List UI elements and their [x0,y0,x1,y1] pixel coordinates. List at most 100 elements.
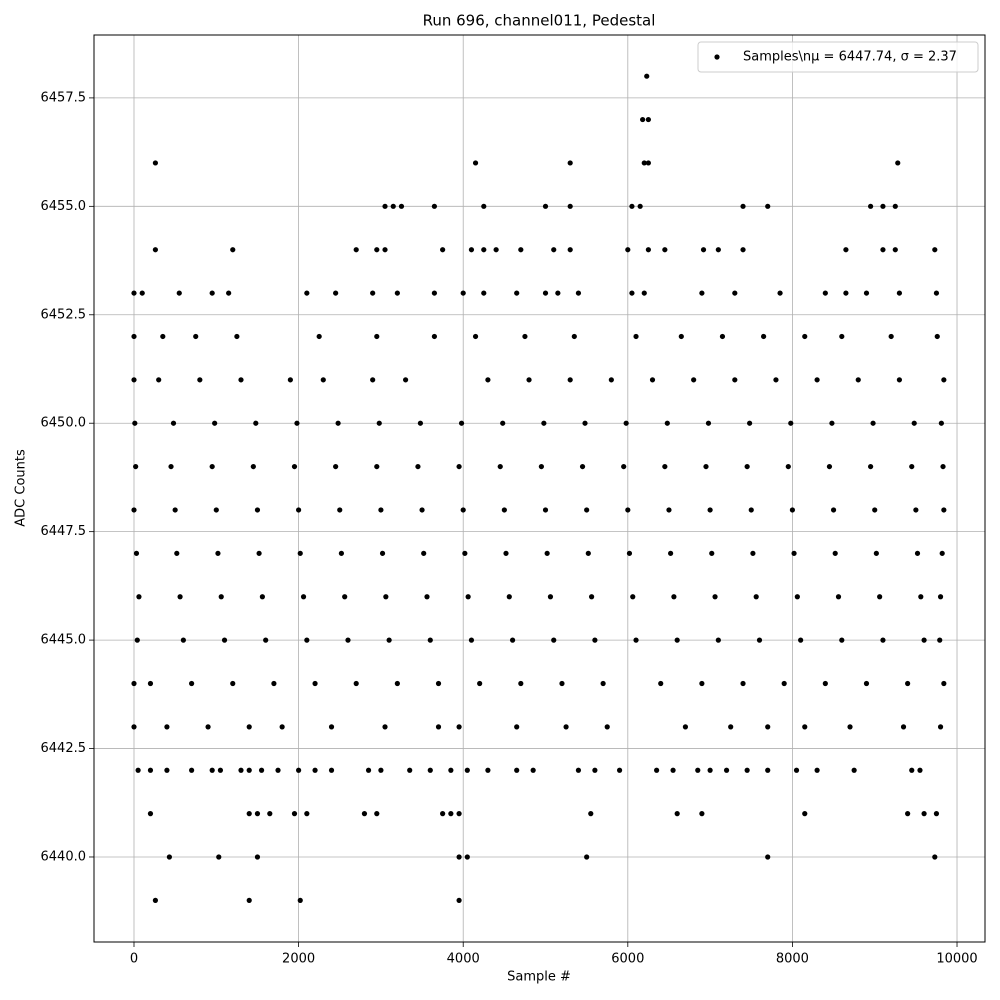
series [131,73,947,903]
point [600,680,606,687]
point [765,724,771,730]
point [905,811,911,817]
point [304,637,310,643]
point [238,377,244,383]
point [765,203,771,209]
point [835,594,842,600]
point [794,594,800,600]
point [501,507,507,513]
point [131,333,137,340]
point [338,550,344,556]
point [567,203,573,209]
point [791,550,797,556]
point [832,550,838,556]
point [918,594,924,600]
x-tick-label: 6000 [611,952,644,967]
point [781,680,787,687]
point [814,377,820,383]
point [481,247,487,253]
point [592,637,598,643]
point [880,247,886,253]
point [164,767,170,773]
point [629,203,635,209]
point [937,594,944,600]
point [909,767,915,773]
point [365,767,372,773]
point [215,550,221,556]
point [522,333,528,340]
point [472,160,479,166]
point [785,463,791,470]
point [641,160,647,166]
point [160,333,166,340]
point [567,247,573,253]
point [131,724,137,730]
point [456,724,462,730]
point [477,680,483,687]
point [156,377,162,383]
point [872,507,878,513]
point [941,507,947,513]
point [863,680,870,687]
point [873,550,879,556]
point [826,463,833,470]
point [328,724,335,730]
point [753,594,759,600]
point [709,550,715,556]
point [542,203,549,209]
point [320,377,326,383]
point [431,290,438,296]
point [571,333,577,340]
point [189,767,195,773]
point [932,854,938,860]
point [176,290,182,296]
y-tick-label: 6440.0 [41,849,87,864]
y-axis-label: ADC Counts [14,449,29,527]
point [744,463,750,470]
point [830,507,837,513]
point [843,247,849,253]
point [382,203,388,209]
point [217,767,224,773]
point [134,637,140,643]
point [312,767,318,773]
point [633,333,639,340]
point [440,247,446,253]
point [939,550,945,556]
point [407,767,413,773]
point [382,724,388,730]
point [917,767,923,773]
point [259,594,265,600]
point [353,247,359,253]
point [616,767,623,773]
point [645,116,651,123]
point [147,811,154,817]
point [394,290,400,296]
point [933,290,940,296]
point [880,637,886,643]
point [481,290,487,296]
point [152,247,158,253]
point [847,724,853,730]
point [253,420,259,426]
point [424,594,430,600]
point [518,247,524,253]
chart-title: Run 696, channel011, Pedestal [423,12,656,30]
y-tick-label: 6442.5 [41,741,87,756]
legend-label: Samples\nμ = 6447.74, σ = 2.37 [743,50,957,65]
point [238,767,244,773]
point [626,550,633,556]
point [640,116,646,123]
point [390,203,396,209]
point [551,247,557,253]
point [458,420,465,426]
point [664,420,670,426]
point [629,290,635,296]
point [645,247,651,253]
point [335,420,341,426]
point [218,594,224,600]
point [254,811,261,817]
point [880,203,886,209]
point [937,724,944,730]
